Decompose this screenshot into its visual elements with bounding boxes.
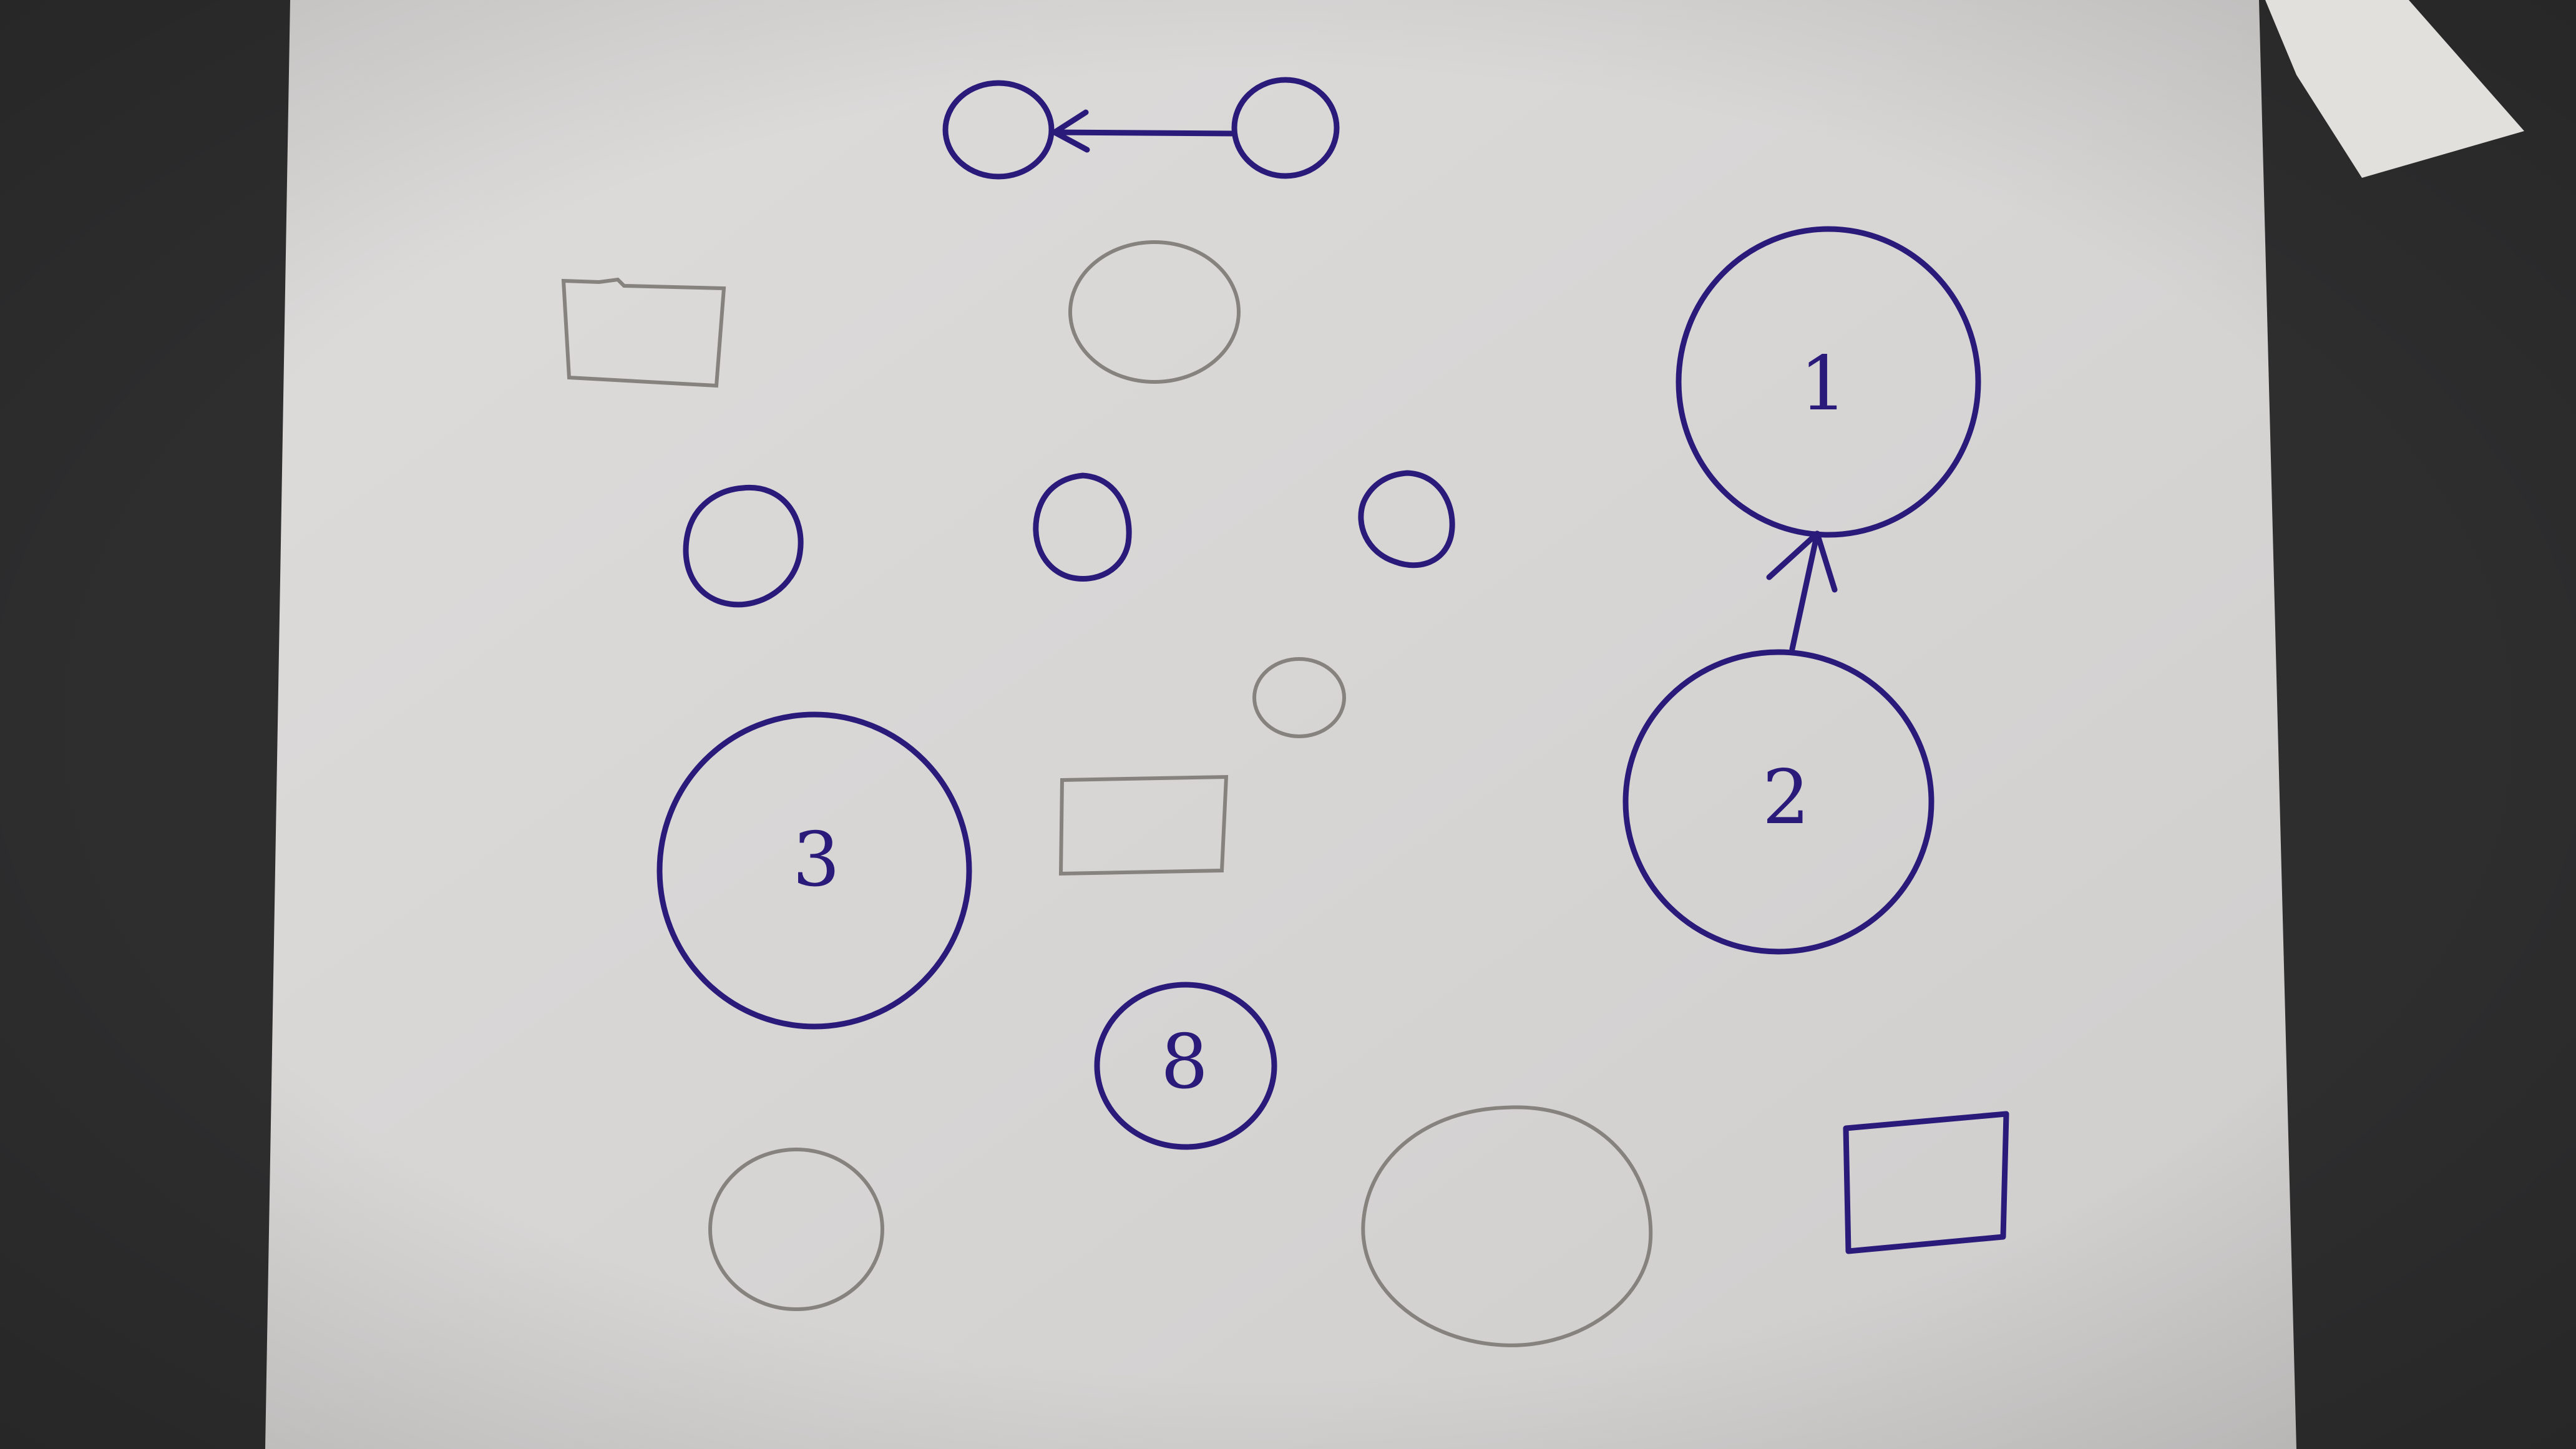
ink-drawings [656, 77, 2009, 1254]
pencil-circle-bottom-middle [1361, 1105, 1653, 1347]
pencil-sketches [561, 240, 1653, 1347]
node-2-label: 2 [1762, 754, 1810, 841]
node-1-label: 1 [1800, 341, 1847, 427]
ink-square-bottom-right [1843, 1111, 2009, 1254]
pencil-circle-small-center [1252, 657, 1346, 738]
node-3-label: 3 [793, 817, 840, 904]
ink-circle-small-middle [1033, 472, 1132, 582]
ink-node-1 [1676, 226, 1981, 538]
pencil-folder-top-left [561, 277, 726, 388]
ink-node-2 [1622, 649, 1934, 955]
ink-arrow-right-shaft [1789, 530, 1820, 652]
ink-node-8 [1094, 982, 1277, 1150]
ink-circle-small-right [1358, 470, 1455, 568]
tape-strip [2265, 0, 2524, 178]
pencil-circle-top-middle [1068, 240, 1241, 384]
pencil-circle-bottom-left [708, 1148, 884, 1311]
pencil-rectangle-center [1058, 774, 1229, 876]
ink-arrow-right-head [1766, 530, 1838, 593]
ink-circle-small-left [683, 484, 804, 608]
ink-circle-top-right [1231, 77, 1340, 179]
node-8-label: 8 [1161, 1019, 1208, 1106]
ink-arrow-top-shaft [1051, 129, 1237, 137]
ink-circle-top-left [942, 80, 1055, 180]
ink-node-3 [656, 711, 972, 1030]
ink-arrow-top-head [1051, 109, 1090, 153]
